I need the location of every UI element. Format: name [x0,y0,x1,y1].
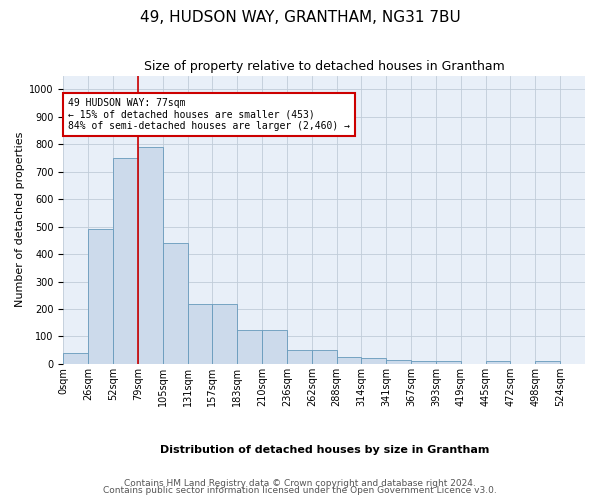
Text: 49 HUDSON WAY: 77sqm
← 15% of detached houses are smaller (453)
84% of semi-deta: 49 HUDSON WAY: 77sqm ← 15% of detached h… [68,98,350,130]
Bar [535,361,560,364]
Bar [237,330,262,364]
Bar [163,243,188,364]
Text: Contains HM Land Registry data © Crown copyright and database right 2024.: Contains HM Land Registry data © Crown c… [124,478,476,488]
Bar [113,158,138,364]
Bar [436,361,461,364]
Bar [138,147,163,364]
Bar [64,353,88,364]
Bar [386,360,411,364]
Title: Size of property relative to detached houses in Grantham: Size of property relative to detached ho… [144,60,505,73]
Bar [188,304,212,364]
Text: 49, HUDSON WAY, GRANTHAM, NG31 7BU: 49, HUDSON WAY, GRANTHAM, NG31 7BU [140,10,460,25]
Bar [337,357,361,364]
Bar [262,330,287,364]
Y-axis label: Number of detached properties: Number of detached properties [15,132,25,308]
Bar [411,361,436,364]
Bar [287,350,312,364]
Bar [485,361,511,364]
Bar [361,358,386,364]
Text: Contains public sector information licensed under the Open Government Licence v3: Contains public sector information licen… [103,486,497,495]
Bar [212,304,237,364]
Bar [88,230,113,364]
Bar [312,350,337,364]
X-axis label: Distribution of detached houses by size in Grantham: Distribution of detached houses by size … [160,445,489,455]
